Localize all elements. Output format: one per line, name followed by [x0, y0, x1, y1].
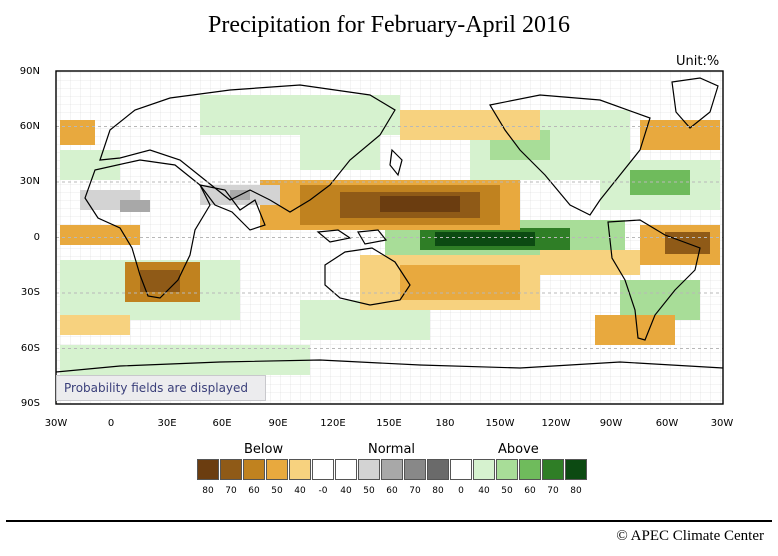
- legend-swatch-above: [496, 459, 518, 480]
- map-frame: [55, 70, 724, 405]
- legend-value-normal: 50: [363, 486, 375, 496]
- lat-label: 30N: [19, 176, 40, 187]
- map-title: Precipitation for February-April 2016: [208, 12, 570, 38]
- lon-label: 60W: [655, 418, 679, 429]
- lon-label: 180: [435, 418, 455, 429]
- legend-swatch-below: [266, 459, 288, 480]
- legend-swatch-above: [565, 459, 587, 480]
- lat-label: 90N: [19, 66, 40, 77]
- unit-label: Unit:%: [676, 54, 720, 69]
- legend-swatch-normal: [381, 459, 403, 480]
- legend-swatch-normal: [312, 459, 334, 480]
- legend-swatch-above: [519, 459, 541, 480]
- legend-below-label: Below: [244, 442, 284, 457]
- legend-above-label: Above: [498, 442, 539, 457]
- lon-label: 150E: [376, 418, 402, 429]
- lat-label: 0: [33, 232, 40, 243]
- legend-value-normal: 40: [340, 486, 352, 496]
- legend-value-normal: 80: [432, 486, 444, 496]
- legend-swatch-normal: [358, 459, 380, 480]
- lon-label: 0: [107, 418, 115, 429]
- legend-swatch-above: [450, 459, 472, 480]
- lon-label: 30E: [157, 418, 177, 429]
- legend-swatch-below: [197, 459, 219, 480]
- credit-text: © APEC Climate Center: [616, 528, 764, 544]
- anomaly-fields: [60, 95, 720, 375]
- lon-label: 120W: [541, 418, 571, 429]
- legend-value-below: 70: [225, 486, 237, 496]
- lon-label: 90W: [599, 418, 623, 429]
- lon-label: 90E: [268, 418, 288, 429]
- legend-swatch-normal: [404, 459, 426, 480]
- legend-swatch-below: [289, 459, 311, 480]
- legend-value-below: 40: [294, 486, 306, 496]
- legend-value-above: 0: [458, 486, 464, 496]
- legend-swatch-above: [473, 459, 495, 480]
- lat-label: 60N: [19, 121, 40, 132]
- legend-value-below: 60: [248, 486, 260, 496]
- lat-label: 60S: [20, 343, 40, 354]
- legend-swatch-below: [220, 459, 242, 480]
- legend-value-normal: 60: [386, 486, 398, 496]
- lon-label: 120E: [320, 418, 346, 429]
- legend-value-normal: -0: [318, 486, 328, 496]
- lon-label: 30W: [44, 418, 68, 429]
- lat-label: 90S: [20, 398, 40, 409]
- probability-note: Probability fields are displayed: [56, 375, 266, 401]
- legend-value-below: 80: [202, 486, 214, 496]
- legend-value-normal: 70: [409, 486, 421, 496]
- legend-swatch-below: [243, 459, 265, 480]
- legend-value-above: 60: [524, 486, 536, 496]
- legend-swatch-above: [542, 459, 564, 480]
- legend-value-above: 40: [478, 486, 490, 496]
- legend-value-above: 80: [570, 486, 582, 496]
- legend-swatch-normal: [427, 459, 449, 480]
- lon-label: 30W: [710, 418, 734, 429]
- legend-swatch-normal: [335, 459, 357, 480]
- legend-value-above: 70: [547, 486, 559, 496]
- lat-label: 30S: [20, 287, 40, 298]
- legend-value-above: 50: [501, 486, 513, 496]
- footer-rule: [6, 520, 772, 522]
- legend-normal-label: Normal: [368, 442, 416, 457]
- lon-label: 60E: [212, 418, 232, 429]
- lon-label: 150W: [485, 418, 515, 429]
- legend-value-below: 50: [271, 486, 283, 496]
